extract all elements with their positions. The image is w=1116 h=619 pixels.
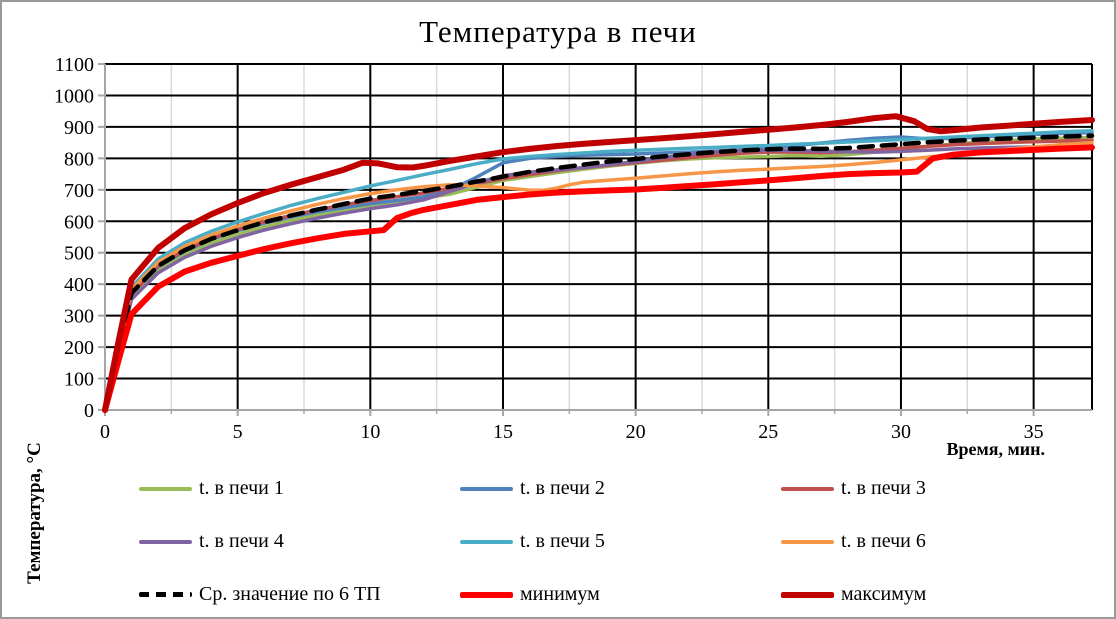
legend-label-2: t. в печи 2 (520, 477, 605, 499)
legend-label-9: максимум (841, 583, 927, 605)
x-tick-label: 15 (493, 421, 513, 443)
x-tick-label: 30 (891, 421, 911, 443)
legend-label-5: t. в печи 5 (520, 530, 605, 552)
y-tick-label: 600 (64, 211, 94, 233)
legend-item-4: t. в печи 4 (139, 530, 460, 553)
series-line-9 (102, 113, 1095, 413)
legend-item-9: максимум (781, 583, 1102, 606)
y-tick-label: 500 (64, 243, 94, 265)
y-tick-label: 0 (84, 400, 94, 422)
x-tick-label: 10 (360, 421, 380, 443)
legend-swatch-3 (781, 486, 834, 491)
legend-swatch-7 (139, 592, 192, 597)
y-tick-label: 400 (64, 274, 94, 296)
series-line-1 (103, 135, 1094, 412)
x-axis-title: Время, мин. (946, 439, 1045, 459)
legend-item-8: минимум (460, 583, 781, 606)
series-line-5 (103, 128, 1094, 412)
y-tick-label: 300 (64, 306, 94, 328)
legend-label-8: минимум (520, 583, 600, 605)
y-tick-label: 100 (64, 369, 94, 391)
legend-item-6: t. в печи 6 (781, 530, 1102, 553)
y-tick-label: 800 (64, 148, 94, 170)
legend-swatch-6 (781, 539, 834, 544)
legend-item-2: t. в печи 2 (460, 477, 781, 500)
legend-label-1: t. в печи 1 (199, 477, 284, 499)
legend-item-3: t. в печи 3 (781, 477, 1102, 500)
y-tick-label: 1000 (54, 85, 94, 107)
legend-swatch-9 (781, 591, 834, 598)
y-axis-title: Температура, °C (24, 442, 45, 584)
legend-label-4: t. в печи 4 (199, 530, 284, 552)
y-tick-label: 900 (64, 117, 94, 139)
x-tick-label: 20 (626, 421, 646, 443)
series-line-2 (103, 130, 1094, 412)
legend-item-5: t. в печи 5 (460, 530, 781, 553)
legend-label-7: Ср. значение по 6 ТП (199, 583, 381, 605)
legend-item-7: Ср. значение по 6 ТП (139, 583, 460, 606)
series-line-4 (103, 144, 1094, 412)
legend-swatch-2 (460, 486, 513, 491)
chart-title: Температура в печи (419, 14, 697, 49)
series-line-7 (102, 133, 1095, 413)
x-tick-label: 25 (758, 421, 778, 443)
legend-swatch-5 (460, 539, 513, 544)
x-tick-label: 5 (233, 421, 243, 443)
legend-swatch-1 (139, 486, 192, 491)
legend-label-6: t. в печи 6 (841, 530, 926, 552)
legend-item-1: t. в печи 1 (139, 477, 460, 500)
series-line-8 (102, 144, 1095, 413)
series-line-6 (103, 140, 1094, 412)
chart-legend: t. в печи 1 t. в печи 2 t. в печи 3 t. в пе… (139, 462, 1105, 617)
x-tick-label: 35 (1024, 421, 1044, 443)
legend-swatch-4 (139, 539, 192, 544)
x-tick-label: 0 (100, 421, 110, 443)
y-tick-label: 700 (64, 180, 94, 202)
y-tick-label: 1100 (55, 54, 94, 76)
legend-label-3: t. в печи 3 (841, 477, 926, 499)
y-tick-label: 200 (64, 337, 94, 359)
legend-swatch-8 (460, 591, 513, 598)
